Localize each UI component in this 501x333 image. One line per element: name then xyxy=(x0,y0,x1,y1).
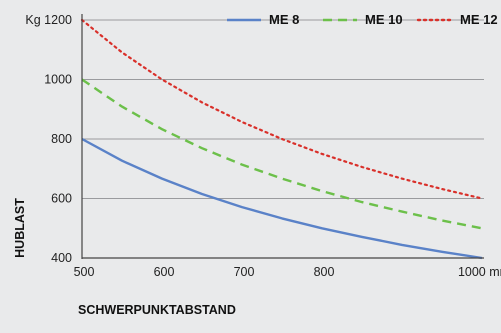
legend-label: ME 8 xyxy=(269,12,299,27)
x-axis-title: SCHWERPUNKTABSTAND xyxy=(78,303,236,317)
y-tick-label: 800 xyxy=(51,132,72,146)
series-line-me-10 xyxy=(81,78,483,230)
x-tick-label: 500 xyxy=(74,265,95,279)
y-tick-label: 600 xyxy=(51,192,72,206)
legend-label: ME 10 xyxy=(365,12,403,27)
x-tick-label: 800 xyxy=(314,265,335,279)
series-lines xyxy=(80,18,484,260)
y-tick-label: Kg 1200 xyxy=(25,13,72,27)
x-tick-label: 600 xyxy=(154,265,175,279)
x-tick-label: 700 xyxy=(234,265,255,279)
y-tick-labels: 400 600 800 1000 Kg 1200 xyxy=(25,13,72,265)
series-line-me-12 xyxy=(80,18,484,200)
legend: ME 8 ME 10 ME 12 xyxy=(227,12,498,27)
x-tick-label: 1000 mm xyxy=(458,265,501,279)
y-axis-title: HUBLAST xyxy=(13,198,27,258)
series-line-me-8 xyxy=(81,137,483,260)
legend-label: ME 12 xyxy=(460,12,498,27)
axes xyxy=(81,14,484,259)
y-tick-label: 1000 xyxy=(44,73,72,87)
x-tick-labels: 500 600 700 800 1000 mm xyxy=(74,265,501,279)
y-tick-label: 400 xyxy=(51,251,72,265)
